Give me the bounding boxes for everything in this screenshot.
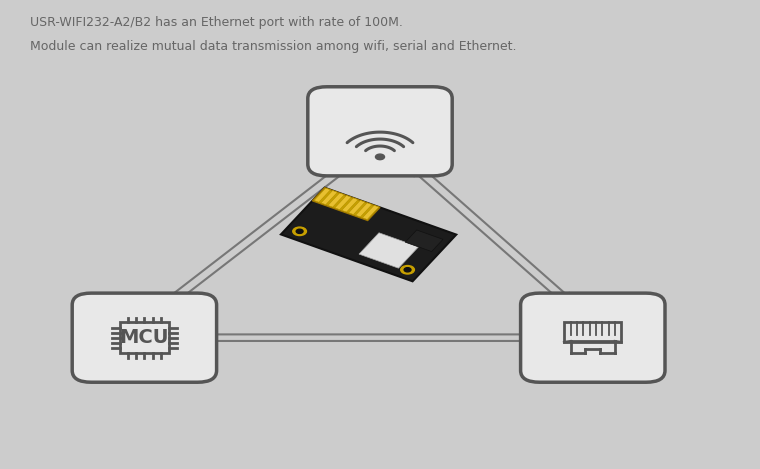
Polygon shape (314, 188, 331, 202)
Polygon shape (363, 205, 379, 219)
Polygon shape (328, 193, 344, 207)
Text: MCU: MCU (119, 328, 169, 347)
Circle shape (401, 265, 414, 274)
Polygon shape (281, 188, 456, 281)
Circle shape (404, 268, 411, 272)
Polygon shape (405, 230, 443, 251)
Text: USR-WIFI232-A2/B2 has an Ethernet port with rate of 100M.: USR-WIFI232-A2/B2 has an Ethernet port w… (30, 16, 404, 30)
Polygon shape (342, 198, 358, 212)
Circle shape (293, 227, 306, 235)
Polygon shape (321, 190, 337, 204)
FancyBboxPatch shape (72, 293, 217, 382)
FancyBboxPatch shape (521, 293, 665, 382)
Polygon shape (334, 196, 351, 210)
FancyBboxPatch shape (308, 87, 452, 176)
Text: Module can realize mutual data transmission among wifi, serial and Ethernet.: Module can realize mutual data transmiss… (30, 40, 517, 53)
Bar (564, 323, 622, 342)
Polygon shape (356, 203, 372, 217)
Circle shape (375, 154, 385, 159)
Circle shape (296, 229, 303, 234)
Polygon shape (349, 200, 365, 214)
Polygon shape (312, 188, 380, 220)
Polygon shape (359, 233, 419, 268)
